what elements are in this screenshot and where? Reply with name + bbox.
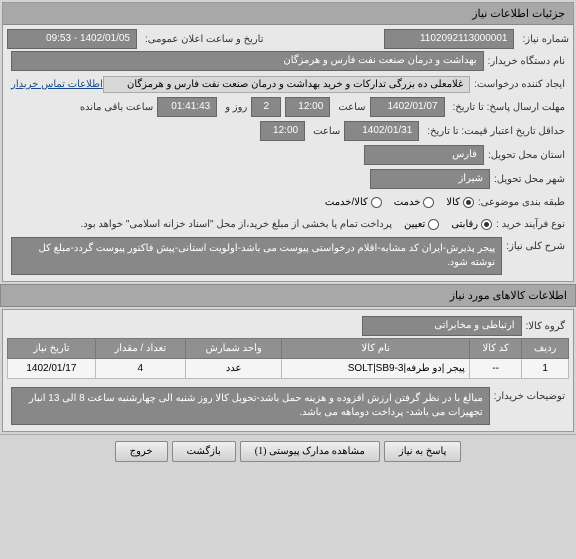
tarikh-elan-value: 1402/01/05 - 09:53 bbox=[7, 29, 137, 49]
items-table: ردیف کد کالا نام کالا واحد شمارش تعداد /… bbox=[7, 338, 569, 379]
goods-panel: گروه کالا: ارتباطی و مخابراتی ردیف کد کا… bbox=[2, 309, 574, 432]
radio-circle-icon bbox=[423, 197, 434, 208]
dastgah-label: نام دستگاه خریدار: bbox=[488, 56, 565, 67]
mohlat-date: 1402/01/07 bbox=[370, 97, 445, 117]
th-code: کد کالا bbox=[469, 339, 521, 359]
radio-taeen[interactable]: تعیین bbox=[404, 219, 439, 230]
mohlat-days-label: روز و bbox=[225, 102, 247, 113]
main-panel: جزئیات اطلاعات نیاز شماره نیاز: 11020921… bbox=[2, 2, 574, 282]
th-tarikh: تاریخ نیاز bbox=[8, 339, 96, 359]
ostan-value: فارس bbox=[364, 145, 484, 165]
mohlat-time: 12:00 bbox=[285, 97, 330, 117]
td-tarikh: 1402/01/17 bbox=[8, 359, 96, 379]
tozihat-label: توضیحات خریدار: bbox=[494, 387, 565, 402]
bazgasht-button[interactable]: بازگشت bbox=[172, 441, 236, 462]
mohlat-days: 2 bbox=[251, 97, 281, 117]
ijad-label: ایجاد کننده درخواست: bbox=[474, 79, 565, 90]
gorooh-value: ارتباطی و مخابراتی bbox=[362, 316, 522, 336]
td-tedad: 4 bbox=[95, 359, 185, 379]
radio-raghabati[interactable]: رقابتی bbox=[451, 219, 492, 230]
shahr-label: شهر محل تحویل: bbox=[494, 174, 565, 185]
button-bar: پاسخ به نیاز مشاهده مدارک پیوستی (1) باز… bbox=[0, 434, 576, 468]
etebar-date: 1402/01/31 bbox=[344, 121, 419, 141]
radio-kala[interactable]: کالا bbox=[446, 197, 474, 208]
etebar-label: حداقل تاریخ اعتبار قیمت: تا تاریخ: bbox=[427, 126, 565, 137]
khorooj-button[interactable]: خروج bbox=[115, 441, 168, 462]
radio-circle-icon bbox=[371, 197, 382, 208]
shahr-value: شیراز bbox=[370, 169, 490, 189]
panel-title: جزئیات اطلاعات نیاز bbox=[3, 3, 573, 25]
panel-content: شماره نیاز: 1102092113000001 تاریخ و ساع… bbox=[3, 25, 573, 281]
sharh-label: شرح کلی نیاز: bbox=[506, 237, 565, 252]
mohlat-time-label: ساعت bbox=[338, 102, 365, 113]
ostan-label: استان محل تحویل: bbox=[488, 150, 565, 161]
shomare-niaz-value: 1102092113000001 bbox=[384, 29, 514, 49]
contact-link[interactable]: اطلاعات تماس خریدار bbox=[11, 79, 103, 90]
td-vahed: عدد bbox=[185, 359, 282, 379]
table-row[interactable]: 1 -- پیجر |دو طرفه|SOLT|SB9-3 عدد 4 1402… bbox=[8, 359, 569, 379]
section-goods-title: اطلاعات کالاهای مورد نیاز bbox=[0, 284, 576, 307]
radio-circle-icon bbox=[463, 197, 474, 208]
radio-circle-icon bbox=[481, 219, 492, 230]
sharh-value: پیجر پذیرش-ایران کد مشابه-اقلام درخواستی… bbox=[11, 237, 502, 275]
shomare-niaz-label: شماره نیاز: bbox=[522, 34, 569, 45]
farayand-note: پرداخت تمام یا بخشی از مبلغ خرید،از محل … bbox=[80, 219, 392, 230]
td-radif: 1 bbox=[522, 359, 569, 379]
th-radif: ردیف bbox=[522, 339, 569, 359]
ijad-value: غلامعلی ده بزرگی تدارکات و خرید بهداشت و… bbox=[103, 76, 470, 93]
etebar-time: 12:00 bbox=[260, 121, 305, 141]
peyvast-button[interactable]: مشاهده مدارک پیوستی (1) bbox=[240, 441, 380, 462]
mohlat-remain: 01:41:43 bbox=[157, 97, 217, 117]
gorooh-label: گروه کالا: bbox=[526, 321, 565, 332]
pasokh-button[interactable]: پاسخ به نیاز bbox=[384, 441, 462, 462]
th-name: نام کالا bbox=[282, 339, 469, 359]
tarikh-elan-label: تاریخ و ساعت اعلان عمومی: bbox=[145, 34, 264, 45]
radio-khedmat[interactable]: خدمت bbox=[394, 197, 435, 208]
tozihat-value: مبالغ با در نظر گرفتن ارزش افزوده و هزین… bbox=[11, 387, 490, 425]
mohlat-label: مهلت ارسال پاسخ: تا تاریخ: bbox=[453, 102, 565, 113]
tabaghe-radio-group: کالا خدمت کالا/خدمت bbox=[325, 197, 474, 208]
farayand-label: نوع فرآیند خرید : bbox=[496, 219, 565, 230]
tabaghe-label: طبقه بندی موضوعی: bbox=[478, 197, 565, 208]
th-tedad: تعداد / مقدار bbox=[95, 339, 185, 359]
th-vahed: واحد شمارش bbox=[185, 339, 282, 359]
radio-circle-icon bbox=[428, 219, 439, 230]
table-header-row: ردیف کد کالا نام کالا واحد شمارش تعداد /… bbox=[8, 339, 569, 359]
td-code: -- bbox=[469, 359, 521, 379]
farayand-radio-group: رقابتی تعیین bbox=[404, 219, 492, 230]
dastgah-value: بهداشت و درمان صنعت نفت فارس و هرمزگان bbox=[11, 51, 484, 71]
td-name: پیجر |دو طرفه|SOLT|SB9-3 bbox=[282, 359, 469, 379]
radio-kala-khedmat[interactable]: کالا/خدمت bbox=[325, 197, 382, 208]
mohlat-remain-label: ساعت باقی مانده bbox=[80, 102, 153, 113]
etebar-time-label: ساعت bbox=[313, 126, 340, 137]
